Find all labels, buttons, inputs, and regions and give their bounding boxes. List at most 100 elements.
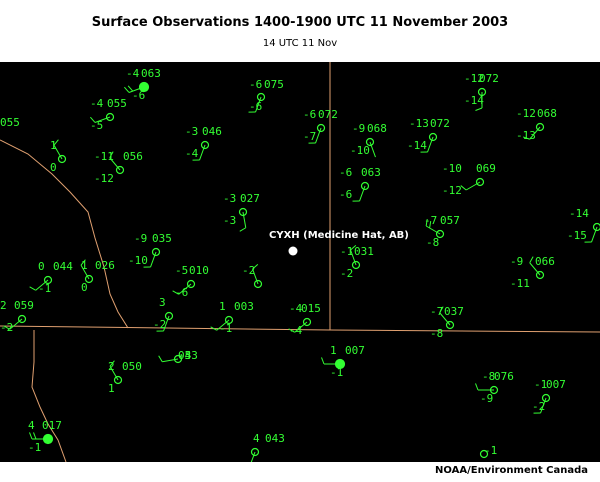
- station-circle: [256, 92, 266, 102]
- wind-barb: [172, 290, 179, 295]
- station-temperature: -10: [442, 162, 462, 175]
- station-dewpoint: -1: [484, 444, 497, 457]
- station-dewpoint: -8: [430, 327, 443, 340]
- station-temperature: -8: [482, 370, 495, 383]
- station-pressure: 072: [430, 117, 450, 130]
- wind-shaft: [9, 318, 23, 330]
- station-plot: -13 072-14: [407, 117, 450, 153]
- wind-barb: [53, 139, 59, 146]
- station-circle: [475, 177, 485, 187]
- station-pressure: 069: [476, 162, 496, 175]
- source-credit: NOAA/Environment Canada: [435, 465, 588, 476]
- station-temperature: -2: [242, 264, 255, 277]
- station-circle: [592, 222, 600, 232]
- station-pressure: 050: [122, 360, 142, 373]
- station-plot: 4 043: [250, 432, 285, 462]
- station-circle: [302, 317, 312, 327]
- station-plot: -11 056 -12: [94, 150, 143, 185]
- station-plot: -1: [479, 444, 497, 459]
- station-pressure: 031: [354, 245, 374, 258]
- station-plot: 1 007-1: [321, 344, 365, 379]
- wind-shaft: [163, 315, 170, 332]
- station-pressure: 055: [0, 116, 20, 129]
- station-temperature: -12: [516, 107, 536, 120]
- station-plot: -3 027 -3: [223, 192, 260, 232]
- station-circle: [164, 311, 174, 321]
- wind-shaft: [252, 268, 259, 285]
- wind-barb: [29, 286, 36, 291]
- station-temperature: 0: [38, 260, 45, 273]
- wind-barb: [210, 326, 217, 331]
- city-marker: CYXH (Medicine Hat, AB): [269, 230, 409, 256]
- station-temperature: -1: [534, 378, 547, 391]
- station-plot: -9 035 -10: [128, 232, 172, 268]
- station-circle: [541, 393, 551, 403]
- station-dewpoint: -1: [330, 366, 343, 379]
- station-plot: -3 046-4: [185, 125, 222, 161]
- station-dewpoint: -6: [249, 100, 262, 113]
- station-temperature: 4: [253, 432, 260, 445]
- wind-barb: [124, 86, 130, 93]
- wind-shaft: [242, 211, 247, 228]
- station-temperature: 1: [81, 259, 88, 272]
- station-temperature: -4: [289, 302, 303, 315]
- station-pressure: 015: [301, 302, 321, 315]
- station-plot: -1 031-2: [340, 245, 374, 280]
- station-dewpoint: -8: [426, 236, 439, 249]
- station-pressure: 068: [367, 122, 387, 135]
- station-circle: [173, 354, 183, 364]
- station-pressure: 037: [444, 305, 464, 318]
- station-dewpoint: -7: [303, 130, 316, 143]
- station-plot: -6 075-6: [248, 78, 284, 113]
- wind-barb: [3, 325, 10, 330]
- station-dewpoint: -1: [219, 322, 232, 335]
- station-circle: [435, 229, 445, 239]
- station-circle: [360, 181, 370, 191]
- station-dewpoint: -2: [0, 321, 13, 334]
- wind-barb: [439, 306, 444, 313]
- wind-shaft: [425, 225, 441, 235]
- station-pressure: 072: [318, 108, 338, 121]
- station-plot: 0 044-1: [29, 260, 73, 295]
- station-temperature: 3: [159, 296, 166, 309]
- wind-barb: [109, 360, 115, 367]
- station-pressure: 059: [14, 299, 34, 312]
- wind-shaft: [35, 279, 49, 291]
- wind-barb: [522, 136, 530, 140]
- station-plot: 3 -2: [153, 296, 174, 332]
- station-dewpoint: -1: [28, 441, 41, 454]
- station-pressure: 056: [123, 150, 143, 163]
- station-plot: -7 057-8: [424, 214, 460, 249]
- wind-barb: [90, 116, 96, 123]
- wind-shaft: [178, 283, 192, 295]
- station-temperature: -6: [303, 108, 316, 121]
- station-temperature: -11: [94, 150, 114, 163]
- station-temperature: -4: [90, 97, 104, 110]
- canada-us-border: [0, 325, 600, 333]
- wind-barb: [529, 256, 534, 263]
- station-dewpoint: -3: [223, 214, 236, 227]
- station-pressure: 068: [537, 107, 557, 120]
- station-plot: -2: [242, 264, 263, 289]
- station-dewpoint: -6: [132, 89, 145, 102]
- wind-shaft: [109, 157, 121, 171]
- station-dewpoint: -1: [38, 282, 51, 295]
- station-temperature: 1: [330, 344, 337, 357]
- wind-shaft: [294, 321, 308, 333]
- station-circle: [115, 165, 125, 175]
- wind-barb: [288, 328, 295, 333]
- medicine-hat-label: CYXH (Medicine Hat, AB): [269, 230, 409, 241]
- station-plot: 1 026 0: [80, 259, 115, 294]
- medicine-hat-marker: [288, 246, 298, 256]
- station-plot: -9 068 -10: [350, 122, 387, 158]
- wind-shaft: [109, 365, 119, 381]
- wind-shaft: [162, 358, 179, 363]
- chart-footer: [0, 462, 600, 482]
- station-temperature: -7: [424, 214, 437, 227]
- station-pressure: 076: [494, 370, 514, 383]
- wind-shaft: [199, 144, 206, 161]
